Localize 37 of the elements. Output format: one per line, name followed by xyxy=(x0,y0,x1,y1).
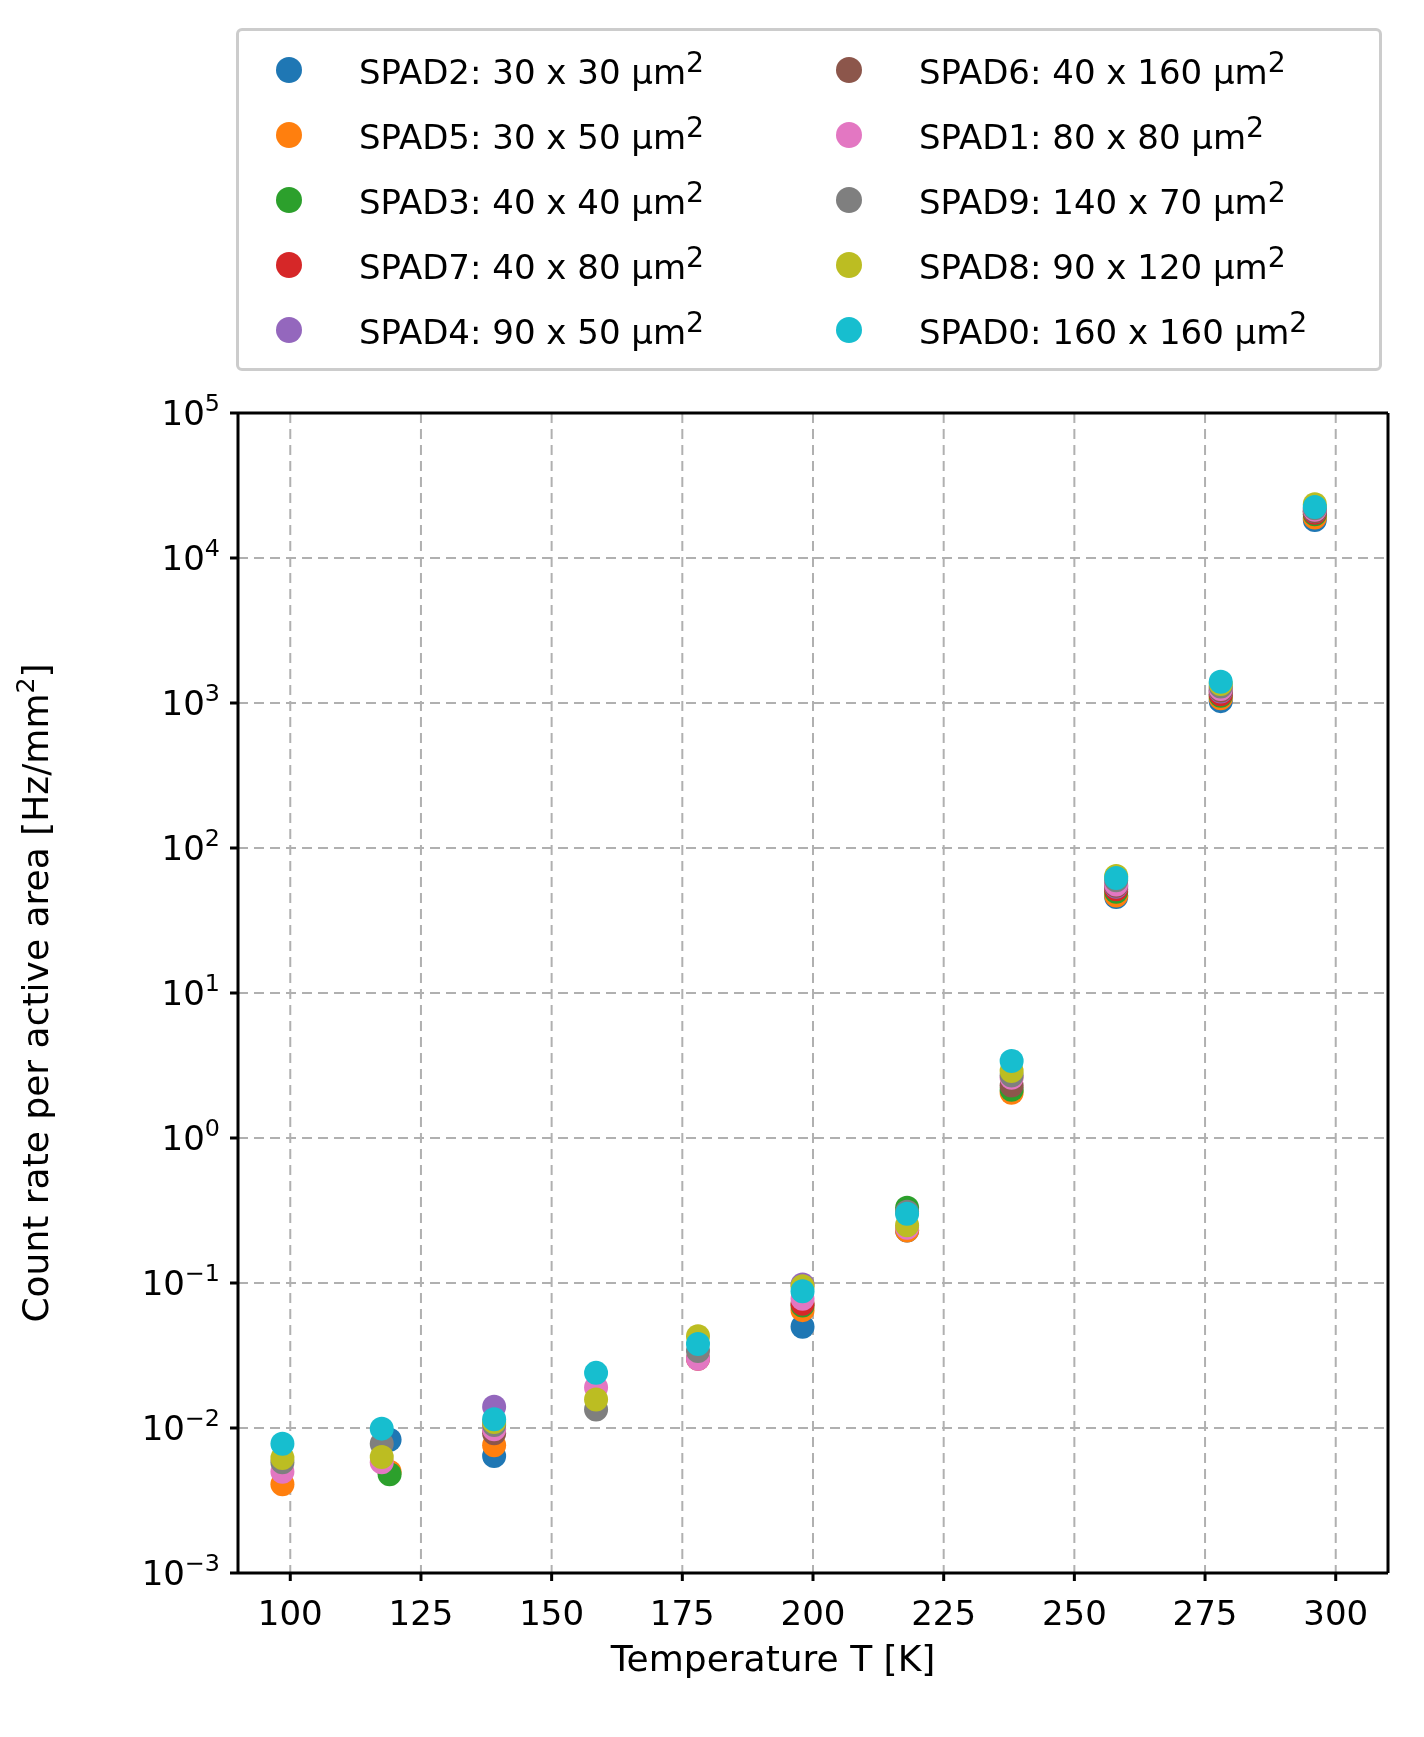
y-tick-label: 10$^{−3}$ xyxy=(141,1549,220,1593)
legend-label: SPAD1: 80 x 80 μm$^{2}$ xyxy=(919,111,1265,158)
point xyxy=(270,1431,295,1456)
point xyxy=(369,1416,394,1441)
point xyxy=(999,1048,1024,1073)
legend-label: SPAD4: 90 x 50 μm$^{2}$ xyxy=(359,306,705,353)
legend-label: SPAD5: 30 x 50 μm$^{2}$ xyxy=(359,111,705,158)
x-tick-label: 125 xyxy=(388,1593,454,1633)
point xyxy=(584,1387,609,1412)
y-tick-label: 10$^{3}$ xyxy=(161,679,220,723)
legend-label: SPAD3: 40 x 40 μm$^{2}$ xyxy=(359,176,705,223)
x-tick-label: 275 xyxy=(1172,1593,1238,1633)
point xyxy=(584,1360,609,1385)
x-axis-title: Temperature T [K] xyxy=(609,1638,936,1679)
point xyxy=(686,1331,710,1356)
legend-label: SPAD0: 160 x 160 μm$^{2}$ xyxy=(919,306,1308,353)
x-tick-label: 300 xyxy=(1303,1593,1369,1633)
x-tick-label: 100 xyxy=(257,1593,323,1633)
y-tick-label: 10$^{4}$ xyxy=(161,534,220,578)
x-tick-label: 200 xyxy=(780,1593,846,1633)
x-tick-label: 250 xyxy=(1041,1593,1107,1633)
y-tick-label: 10$^{5}$ xyxy=(161,389,220,433)
y-tick-label: 10$^{−1}$ xyxy=(141,1259,220,1303)
legend-label: SPAD9: 140 x 70 μm$^{2}$ xyxy=(919,176,1286,223)
legend-label: SPAD7: 40 x 80 μm$^{2}$ xyxy=(359,241,705,288)
legend-label: SPAD8: 90 x 120 μm$^{2}$ xyxy=(919,241,1286,288)
x-tick-label: 150 xyxy=(519,1593,585,1633)
y-tick-label: 10$^{0}$ xyxy=(161,1114,220,1158)
y-tick-label: 10$^{1}$ xyxy=(161,969,220,1013)
legend-label: SPAD6: 40 x 160 μm$^{2}$ xyxy=(919,46,1286,93)
x-tick-label: 225 xyxy=(911,1593,977,1633)
legend-label: SPAD2: 30 x 30 μm$^{2}$ xyxy=(359,46,705,93)
point xyxy=(369,1445,394,1470)
y-tick-label: 10$^{2}$ xyxy=(161,824,220,868)
y-tick-label: 10$^{−2}$ xyxy=(141,1404,220,1448)
x-tick-label: 175 xyxy=(649,1593,715,1633)
point xyxy=(790,1279,815,1304)
